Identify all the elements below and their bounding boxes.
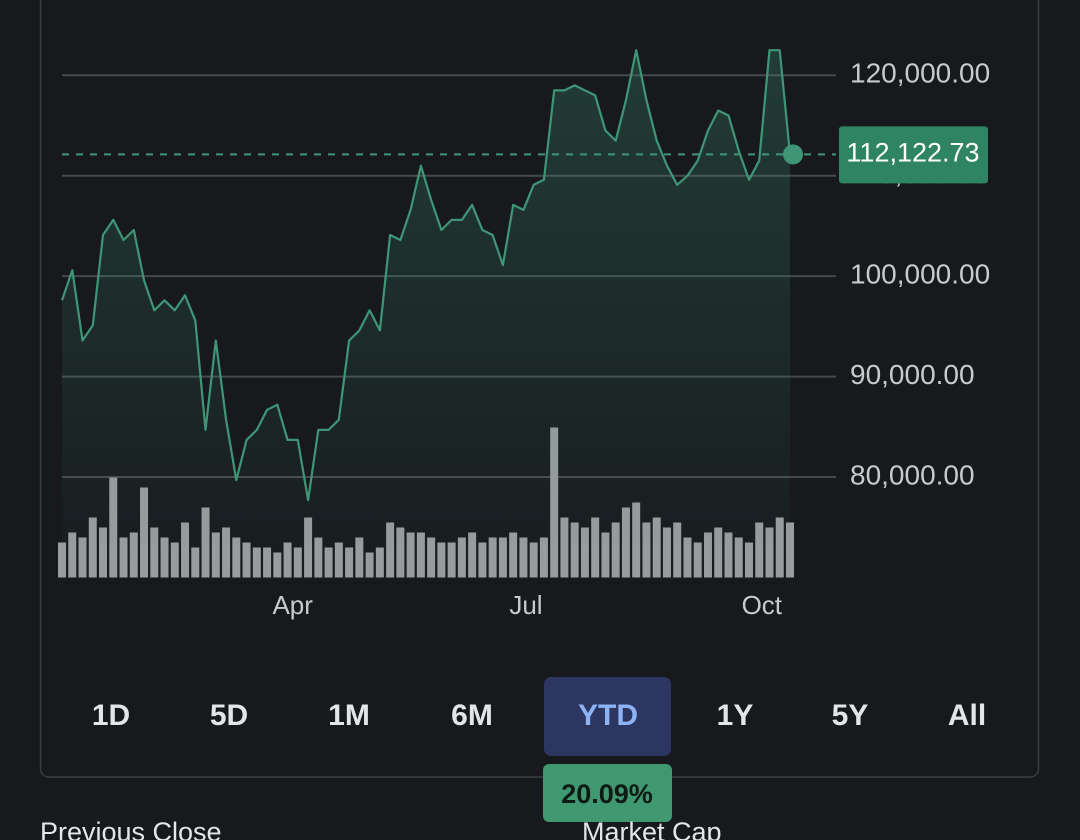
y-tick-label: 100,000.00 (850, 259, 990, 290)
price-line (60, 49, 792, 502)
y-tick-label: 80,000.00 (850, 459, 975, 490)
price-area (62, 50, 790, 578)
stat-label: Market Cap (582, 817, 722, 840)
y-tick-label: 120,000.00 (850, 58, 990, 89)
card (39, 0, 1040, 778)
last-price-badge (839, 126, 988, 184)
x-tick-label: Oct (742, 590, 783, 620)
x-tick-label: Jul (509, 590, 542, 620)
last-price-label: 112,122.73 (846, 138, 979, 168)
controls: 1D 5D 1M 6M YTD 1Y 5Y All 20.09% Previous Close Ma… (40, 677, 986, 840)
change-badge (543, 764, 672, 822)
stat-label: Previous Close (40, 817, 222, 840)
range-button[interactable]: 6M (451, 699, 493, 732)
range-button[interactable]: 1M (328, 699, 370, 732)
range-button[interactable]: All (948, 699, 986, 732)
plot: 80,000.0090,000.00100,000.00110,000.0012… (58, 49, 990, 620)
y-tick-label: 90,000.00 (850, 359, 975, 390)
range-button[interactable]: YTD (578, 699, 638, 732)
range-button-selected[interactable] (544, 677, 671, 756)
range-button[interactable]: 5Y (832, 699, 869, 732)
range-button[interactable]: 1D (92, 699, 130, 732)
change-label: 20.09% (561, 779, 653, 809)
range-button[interactable]: 5D (210, 699, 248, 732)
range-button[interactable]: 1Y (717, 699, 754, 732)
last-price-dot (783, 144, 803, 165)
x-tick-label: Apr (272, 590, 313, 620)
